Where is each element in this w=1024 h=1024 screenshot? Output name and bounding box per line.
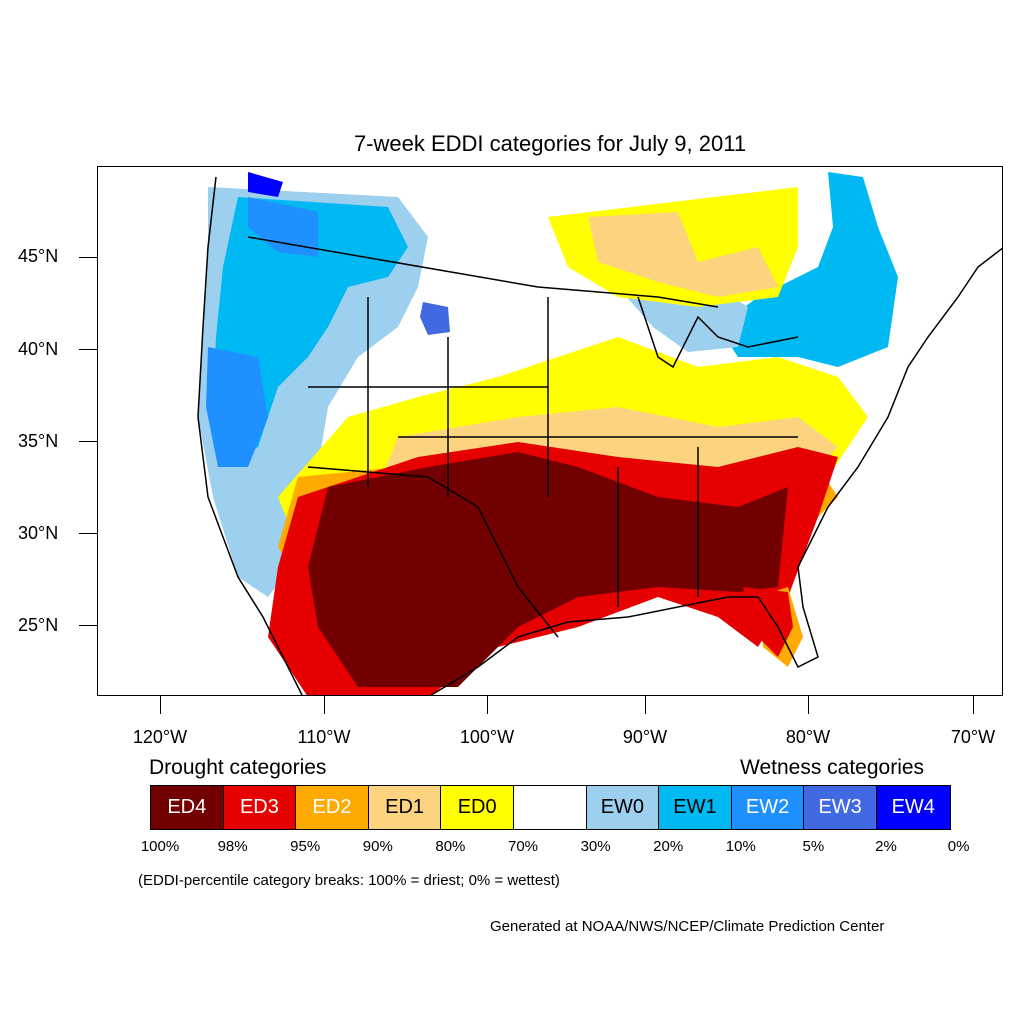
lat-tick: [79, 257, 97, 258]
lat-tick: [79, 349, 97, 350]
coastline-gulf: [429, 247, 1002, 695]
legend-swatch-ew0: EW0: [586, 786, 660, 829]
percentile-label: 10%: [725, 838, 756, 855]
legend-swatch-ed1: ED1: [368, 786, 442, 829]
map-region-ew2-north: [248, 197, 318, 257]
lat-tick: [79, 625, 97, 626]
map-boundaries: [197, 176, 1002, 695]
lon-label-100: 100°W: [459, 727, 515, 747]
legend-swatch-neutral: [513, 786, 587, 829]
map-region-ed1-north: [588, 212, 778, 297]
eddi-map: [97, 166, 1003, 696]
lat-label-30: 30°N: [18, 523, 59, 543]
lon-label-80: 80°W: [785, 727, 831, 747]
percentile-label: 30%: [580, 838, 611, 855]
lat-tick: [79, 441, 97, 442]
legend-swatch-ed0: ED0: [441, 786, 514, 829]
lon-tick: [324, 696, 325, 714]
percentile-label: 80%: [435, 838, 466, 855]
legend-colorbar: ED4 ED3 ED2 ED1 ED0 EW0 EW1 EW2 EW3 EW4: [150, 785, 951, 830]
lon-tick: [645, 696, 646, 714]
percentile-label: 5%: [802, 838, 825, 855]
lon-label-110: 110°W: [297, 727, 351, 747]
percentile-label: 20%: [653, 838, 684, 855]
percentile-label: 2%: [875, 838, 897, 855]
map-region-ed3-florida: [743, 587, 793, 657]
map-region-ed4-south: [308, 452, 788, 687]
percentile-label: 70%: [507, 838, 539, 855]
legend-swatch-ew4: EW4: [876, 786, 950, 829]
percentile-label: 90%: [362, 838, 393, 855]
map-region-ew2-west: [206, 347, 268, 467]
legend-swatch-ed4: ED4: [151, 786, 224, 829]
legend-swatch-ed2: ED2: [296, 786, 369, 829]
lat-label-25: 25°N: [18, 615, 59, 635]
coastline-west: [197, 176, 303, 695]
percentile-label: 0%: [947, 838, 970, 855]
border-mexico: [307, 466, 559, 638]
percentile-label: 98%: [217, 838, 248, 855]
lon-tick: [160, 696, 161, 714]
lon-label-70: 70°W: [950, 727, 996, 747]
percentile-label: 95%: [290, 838, 321, 855]
legend-swatch-ew1: EW1: [659, 786, 732, 829]
map-region-ew4-spot: [248, 172, 283, 197]
lat-label-45: 45°N: [18, 246, 59, 266]
lon-tick: [808, 696, 809, 714]
map-region-ew-northeast: [718, 172, 898, 367]
lat-label-40: 40°N: [18, 339, 59, 359]
lon-tick: [973, 696, 974, 714]
map-title: 7-week EDDI categories for July 9, 2011: [353, 131, 747, 156]
great-lakes: [637, 296, 799, 369]
map-region-ew3-spot: [420, 302, 450, 335]
lon-label-120: 120°W: [132, 727, 188, 747]
credit-line: Generated at NOAA/NWS/NCEP/Climate Predi…: [490, 918, 885, 935]
legend-swatch-ew3: EW3: [804, 786, 877, 829]
lat-label-35: 35°N: [18, 431, 59, 451]
lon-label-90: 90°W: [622, 727, 668, 747]
legend-swatch-ew2: EW2: [731, 786, 805, 829]
eddi-map-graphic: [197, 172, 1002, 695]
lat-tick: [79, 533, 97, 534]
percentile-label: 100%: [140, 838, 180, 855]
drought-heading: Drought categories: [149, 756, 327, 779]
lon-tick: [487, 696, 488, 714]
legend-swatch-ed3: ED3: [223, 786, 297, 829]
border-canada: [247, 236, 719, 308]
category-note: (EDDI-percentile category breaks: 100% =…: [138, 872, 560, 889]
wetness-heading: Wetness categories: [740, 756, 925, 779]
